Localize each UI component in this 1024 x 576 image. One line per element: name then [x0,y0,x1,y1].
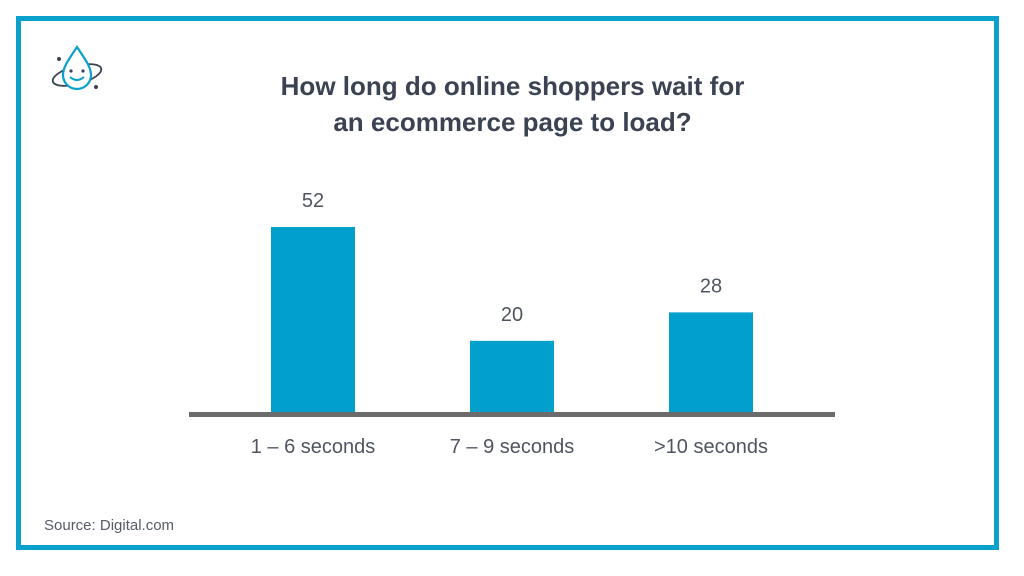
bar-2 [470,340,554,412]
drop-atom-logo-icon [51,45,103,91]
category-label-1: 1 – 6 seconds [251,436,376,458]
category-label-3: >10 seconds [654,436,768,458]
bar-1 [271,227,355,412]
data-label-3: 28 [700,275,722,297]
chart-title-line-1: How long do online shoppers wait for [280,71,745,101]
bar-3 [669,312,753,412]
data-label-2: 20 [501,304,523,326]
x-axis-line [189,412,835,417]
chart-title-line-2: an ecommerce page to load? [333,107,692,137]
data-label-1: 52 [302,190,324,212]
chart-title: How long do online shoppers wait for an … [21,68,1004,140]
chart-frame: How long do online shoppers wait for an … [16,16,999,550]
source-note: Source: Digital.com [44,517,175,534]
category-label-2: 7 – 9 seconds [450,436,575,458]
